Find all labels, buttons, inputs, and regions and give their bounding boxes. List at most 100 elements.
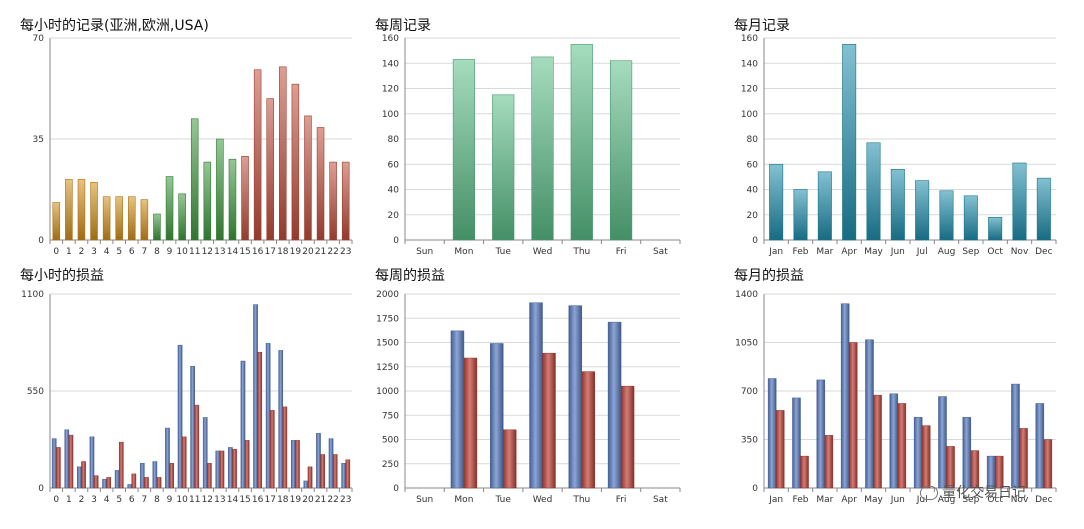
y-tick-label: 1400 <box>735 290 758 300</box>
x-tick-label: Sat <box>653 247 668 257</box>
x-tick-label: 19 <box>290 495 302 505</box>
x-tick-label: 18 <box>277 247 289 257</box>
x-tick-label: 3 <box>91 495 97 505</box>
y-tick-label: 700 <box>741 387 758 397</box>
bar-Aug-series-0 <box>938 396 947 489</box>
bar-Oct <box>988 216 1003 241</box>
bar-Jul-series-0 <box>913 417 923 489</box>
x-tick-label: Jul <box>916 247 928 257</box>
x-tick-label: Dec <box>1035 247 1052 257</box>
bar-Aug <box>939 190 954 241</box>
bar-Feb-series-0 <box>792 397 801 489</box>
bar-Jul-series-1 <box>921 425 931 489</box>
bar-Dec-series-1 <box>1043 439 1053 489</box>
bar-22-series-1 <box>332 454 338 489</box>
x-tick-label: 11 <box>189 247 200 257</box>
x-tick-label: Apr <box>841 247 857 257</box>
y-tick-label: 1750 <box>376 314 399 324</box>
bar-Feb-series-1 <box>800 455 809 489</box>
bar-18 <box>279 66 287 241</box>
x-tick-label: 0 <box>53 495 59 505</box>
x-tick-label: 0 <box>53 247 59 257</box>
bar-15-series-1 <box>244 440 250 489</box>
bar-9-series-0 <box>165 427 170 489</box>
bar-0-series-1 <box>56 447 61 489</box>
y-tick-label: 0 <box>393 484 399 494</box>
bar-8-series-0 <box>152 461 158 489</box>
y-tick-label: 60 <box>747 160 759 170</box>
x-tick-label: 3 <box>91 247 97 257</box>
x-tick-label: 19 <box>290 247 302 257</box>
y-tick-label: 750 <box>382 411 399 421</box>
y-tick-label: 350 <box>741 436 758 446</box>
bar-Apr-series-1 <box>848 342 858 489</box>
bar-14-series-1 <box>232 448 237 489</box>
x-tick-label: Tue <box>495 247 512 257</box>
x-tick-label: 4 <box>104 495 110 505</box>
y-tick-label: 1250 <box>376 363 399 373</box>
bar-7-series-0 <box>139 463 145 489</box>
watermark-text: 量化交易日记 <box>942 485 1026 501</box>
x-tick-label: Sun <box>416 495 433 505</box>
x-tick-label: 18 <box>277 495 289 505</box>
x-tick-label: 6 <box>129 247 135 257</box>
bar-Tue-series-1 <box>502 429 517 489</box>
bar-18-series-1 <box>282 406 288 489</box>
bar-May <box>866 142 881 241</box>
y-tick-label: 250 <box>382 460 399 470</box>
chart-title: 每周的损益 <box>375 268 445 284</box>
bar-Jan-series-0 <box>767 378 777 489</box>
bar-22 <box>329 161 337 241</box>
x-tick-label: 13 <box>214 495 225 505</box>
x-tick-label: Fri <box>616 247 627 257</box>
bar-17-series-1 <box>269 410 275 489</box>
x-tick-label: Feb <box>793 495 809 505</box>
bar-4-series-1 <box>106 477 112 489</box>
x-tick-label: Oct <box>987 495 1003 505</box>
bar-Apr-series-0 <box>840 303 850 489</box>
bar-May-series-1 <box>873 394 882 489</box>
bar-7 <box>140 199 149 241</box>
x-tick-label: Jan <box>768 495 783 505</box>
x-tick-label: 17 <box>264 247 275 257</box>
watermark: 量化交易日记 <box>920 482 1026 502</box>
bar-Sep-series-1 <box>970 450 980 489</box>
x-tick-label: Jun <box>890 495 905 505</box>
x-tick-label: 2 <box>79 247 85 257</box>
bar-3-series-0 <box>89 436 95 489</box>
bar-21-series-1 <box>320 454 325 489</box>
bar-Mon-series-1 <box>463 357 478 489</box>
chart-title: 每月记录 <box>734 18 790 34</box>
x-tick-label: Wed <box>533 495 553 505</box>
x-tick-label: Aug <box>938 247 956 257</box>
y-tick-label: 120 <box>382 85 399 95</box>
x-tick-label: Jan <box>768 247 783 257</box>
x-tick-label: Oct <box>987 247 1003 257</box>
bar-5 <box>115 196 123 241</box>
chart-title: 每月的损益 <box>734 268 804 284</box>
bar-2 <box>77 179 86 241</box>
x-tick-label: 23 <box>340 247 351 257</box>
y-tick-label: 140 <box>741 59 758 69</box>
x-tick-label: 14 <box>227 495 239 505</box>
bar-May-series-0 <box>865 339 874 489</box>
x-tick-label: Sep <box>962 247 979 257</box>
x-tick-label: 21 <box>315 495 326 505</box>
x-tick-label: Nov <box>1011 247 1029 257</box>
bar-6-series-1 <box>131 473 137 489</box>
bar-Wed-series-1 <box>542 352 556 489</box>
chart-title: 每小时的损益 <box>20 268 104 284</box>
bar-Aug-series-1 <box>946 446 955 489</box>
bar-Sep <box>963 195 978 241</box>
y-tick-label: 100 <box>382 110 399 120</box>
x-tick-label: Mon <box>454 247 473 257</box>
bar-20 <box>304 115 312 241</box>
x-tick-label: 15 <box>239 247 250 257</box>
x-tick-label: Mar <box>816 247 833 257</box>
x-tick-label: 6 <box>129 495 135 505</box>
y-tick-label: 40 <box>388 186 400 196</box>
